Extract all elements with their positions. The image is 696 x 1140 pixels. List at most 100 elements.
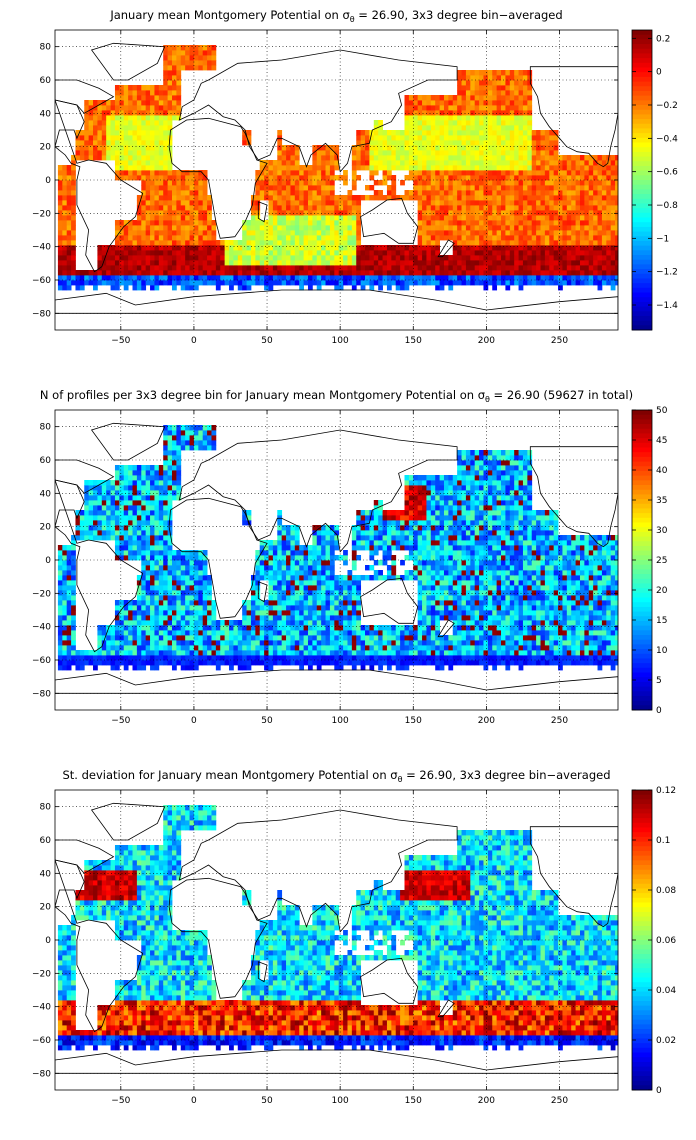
heatmap-cell <box>185 665 190 671</box>
heatmap-cell <box>501 105 506 111</box>
heatmap-cell <box>566 250 572 256</box>
heatmap-cell <box>448 220 454 226</box>
heatmap-cell <box>167 630 173 636</box>
heatmap-cell <box>391 175 397 181</box>
heatmap-cell <box>505 270 511 276</box>
heatmap-cell <box>461 250 467 256</box>
heatmap-cell <box>57 240 63 246</box>
heatmap-cell <box>307 620 313 626</box>
heatmap-cell <box>215 245 221 251</box>
heatmap-cell <box>483 625 489 631</box>
heatmap-cell <box>518 645 524 651</box>
heatmap-cell <box>250 225 256 231</box>
heatmap-cell <box>246 635 252 641</box>
heatmap-cell <box>75 280 81 286</box>
heatmap-cell <box>237 240 243 246</box>
heatmap-cell <box>422 145 427 151</box>
heatmap-cell <box>470 135 476 141</box>
heatmap-cell <box>321 185 326 191</box>
heatmap-cell <box>518 635 524 641</box>
heatmap-cell <box>443 100 449 106</box>
heatmap-cell <box>509 100 515 106</box>
heatmap-cell <box>334 195 340 201</box>
heatmap-cell <box>119 275 125 281</box>
heatmap-cell <box>558 195 563 201</box>
heatmap-cell <box>84 120 90 126</box>
heatmap-cell <box>615 620 619 626</box>
heatmap-cell <box>610 665 616 671</box>
heatmap-cell <box>57 255 63 261</box>
heatmap-cell <box>544 160 550 166</box>
heatmap-cell <box>443 130 449 136</box>
heatmap-cell <box>167 175 173 181</box>
heatmap-cell <box>378 260 383 266</box>
heatmap-cell <box>202 260 208 266</box>
heatmap-cell <box>426 185 432 191</box>
heatmap-cell <box>259 245 265 251</box>
heatmap-cell <box>479 220 484 226</box>
heatmap-cell <box>470 220 476 226</box>
heatmap-cell <box>522 625 528 631</box>
heatmap-cell <box>176 90 182 96</box>
heatmap-cell <box>281 265 287 271</box>
heatmap-cell <box>575 270 581 276</box>
heatmap-cell <box>66 205 72 211</box>
heatmap-cell <box>536 640 541 646</box>
heatmap-cell <box>136 160 142 166</box>
heatmap-cell <box>106 130 111 136</box>
heatmap-cell <box>588 635 594 641</box>
heatmap-cell <box>579 235 585 241</box>
heatmap-cell <box>290 155 296 161</box>
heatmap-cell <box>417 235 423 241</box>
heatmap-cell <box>496 260 502 266</box>
heatmap-cell <box>439 200 445 206</box>
heatmap-cell <box>369 140 375 146</box>
heatmap-cell <box>439 285 445 291</box>
heatmap-cell <box>312 625 318 631</box>
heatmap-cell <box>610 645 616 651</box>
heatmap-cell <box>185 245 190 251</box>
heatmap-cell <box>579 215 585 221</box>
heatmap-cell <box>154 90 160 96</box>
heatmap-cell <box>101 265 107 271</box>
heatmap-cell <box>566 180 572 186</box>
heatmap-cell <box>114 245 120 251</box>
heatmap-cell <box>566 240 572 246</box>
heatmap-cell <box>483 100 489 106</box>
heatmap-cell <box>268 665 274 671</box>
heatmap-cell <box>167 90 173 96</box>
heatmap-cell <box>588 240 594 246</box>
heatmap-cell <box>386 185 392 191</box>
heatmap-cell <box>426 225 432 231</box>
heatmap-cell <box>325 165 331 171</box>
heatmap-cell <box>71 210 76 216</box>
heatmap-cell <box>312 160 318 166</box>
heatmap-cell <box>123 155 129 161</box>
heatmap-cell <box>224 650 230 656</box>
heatmap-cell <box>198 240 204 246</box>
heatmap-cell <box>189 265 195 271</box>
heatmap-cell <box>303 650 309 656</box>
heatmap-cell <box>417 190 423 196</box>
colorbar-segment <box>632 240 652 247</box>
heatmap-cell <box>575 625 581 631</box>
heatmap-cell <box>435 265 440 271</box>
colorbar-segment <box>632 119 652 125</box>
heatmap-cell <box>435 660 440 666</box>
colorbar-segment <box>632 175 652 181</box>
heatmap-cell <box>527 210 533 216</box>
heatmap-cell <box>461 175 467 181</box>
heatmap-cell <box>66 245 72 251</box>
heatmap-cell <box>575 660 581 666</box>
chart-panel-2: N of profiles per 3x3 degree bin for Jan… <box>32 388 668 726</box>
heatmap-cell <box>229 635 234 641</box>
heatmap-cell <box>150 225 155 231</box>
heatmap-cell <box>479 200 484 206</box>
heatmap-cell <box>487 625 493 631</box>
heatmap-cell <box>250 230 256 236</box>
heatmap-cell <box>522 180 528 186</box>
heatmap-cell <box>281 650 287 656</box>
heatmap-cell <box>316 225 322 231</box>
heatmap-cell <box>531 270 537 276</box>
coastline <box>55 99 144 273</box>
